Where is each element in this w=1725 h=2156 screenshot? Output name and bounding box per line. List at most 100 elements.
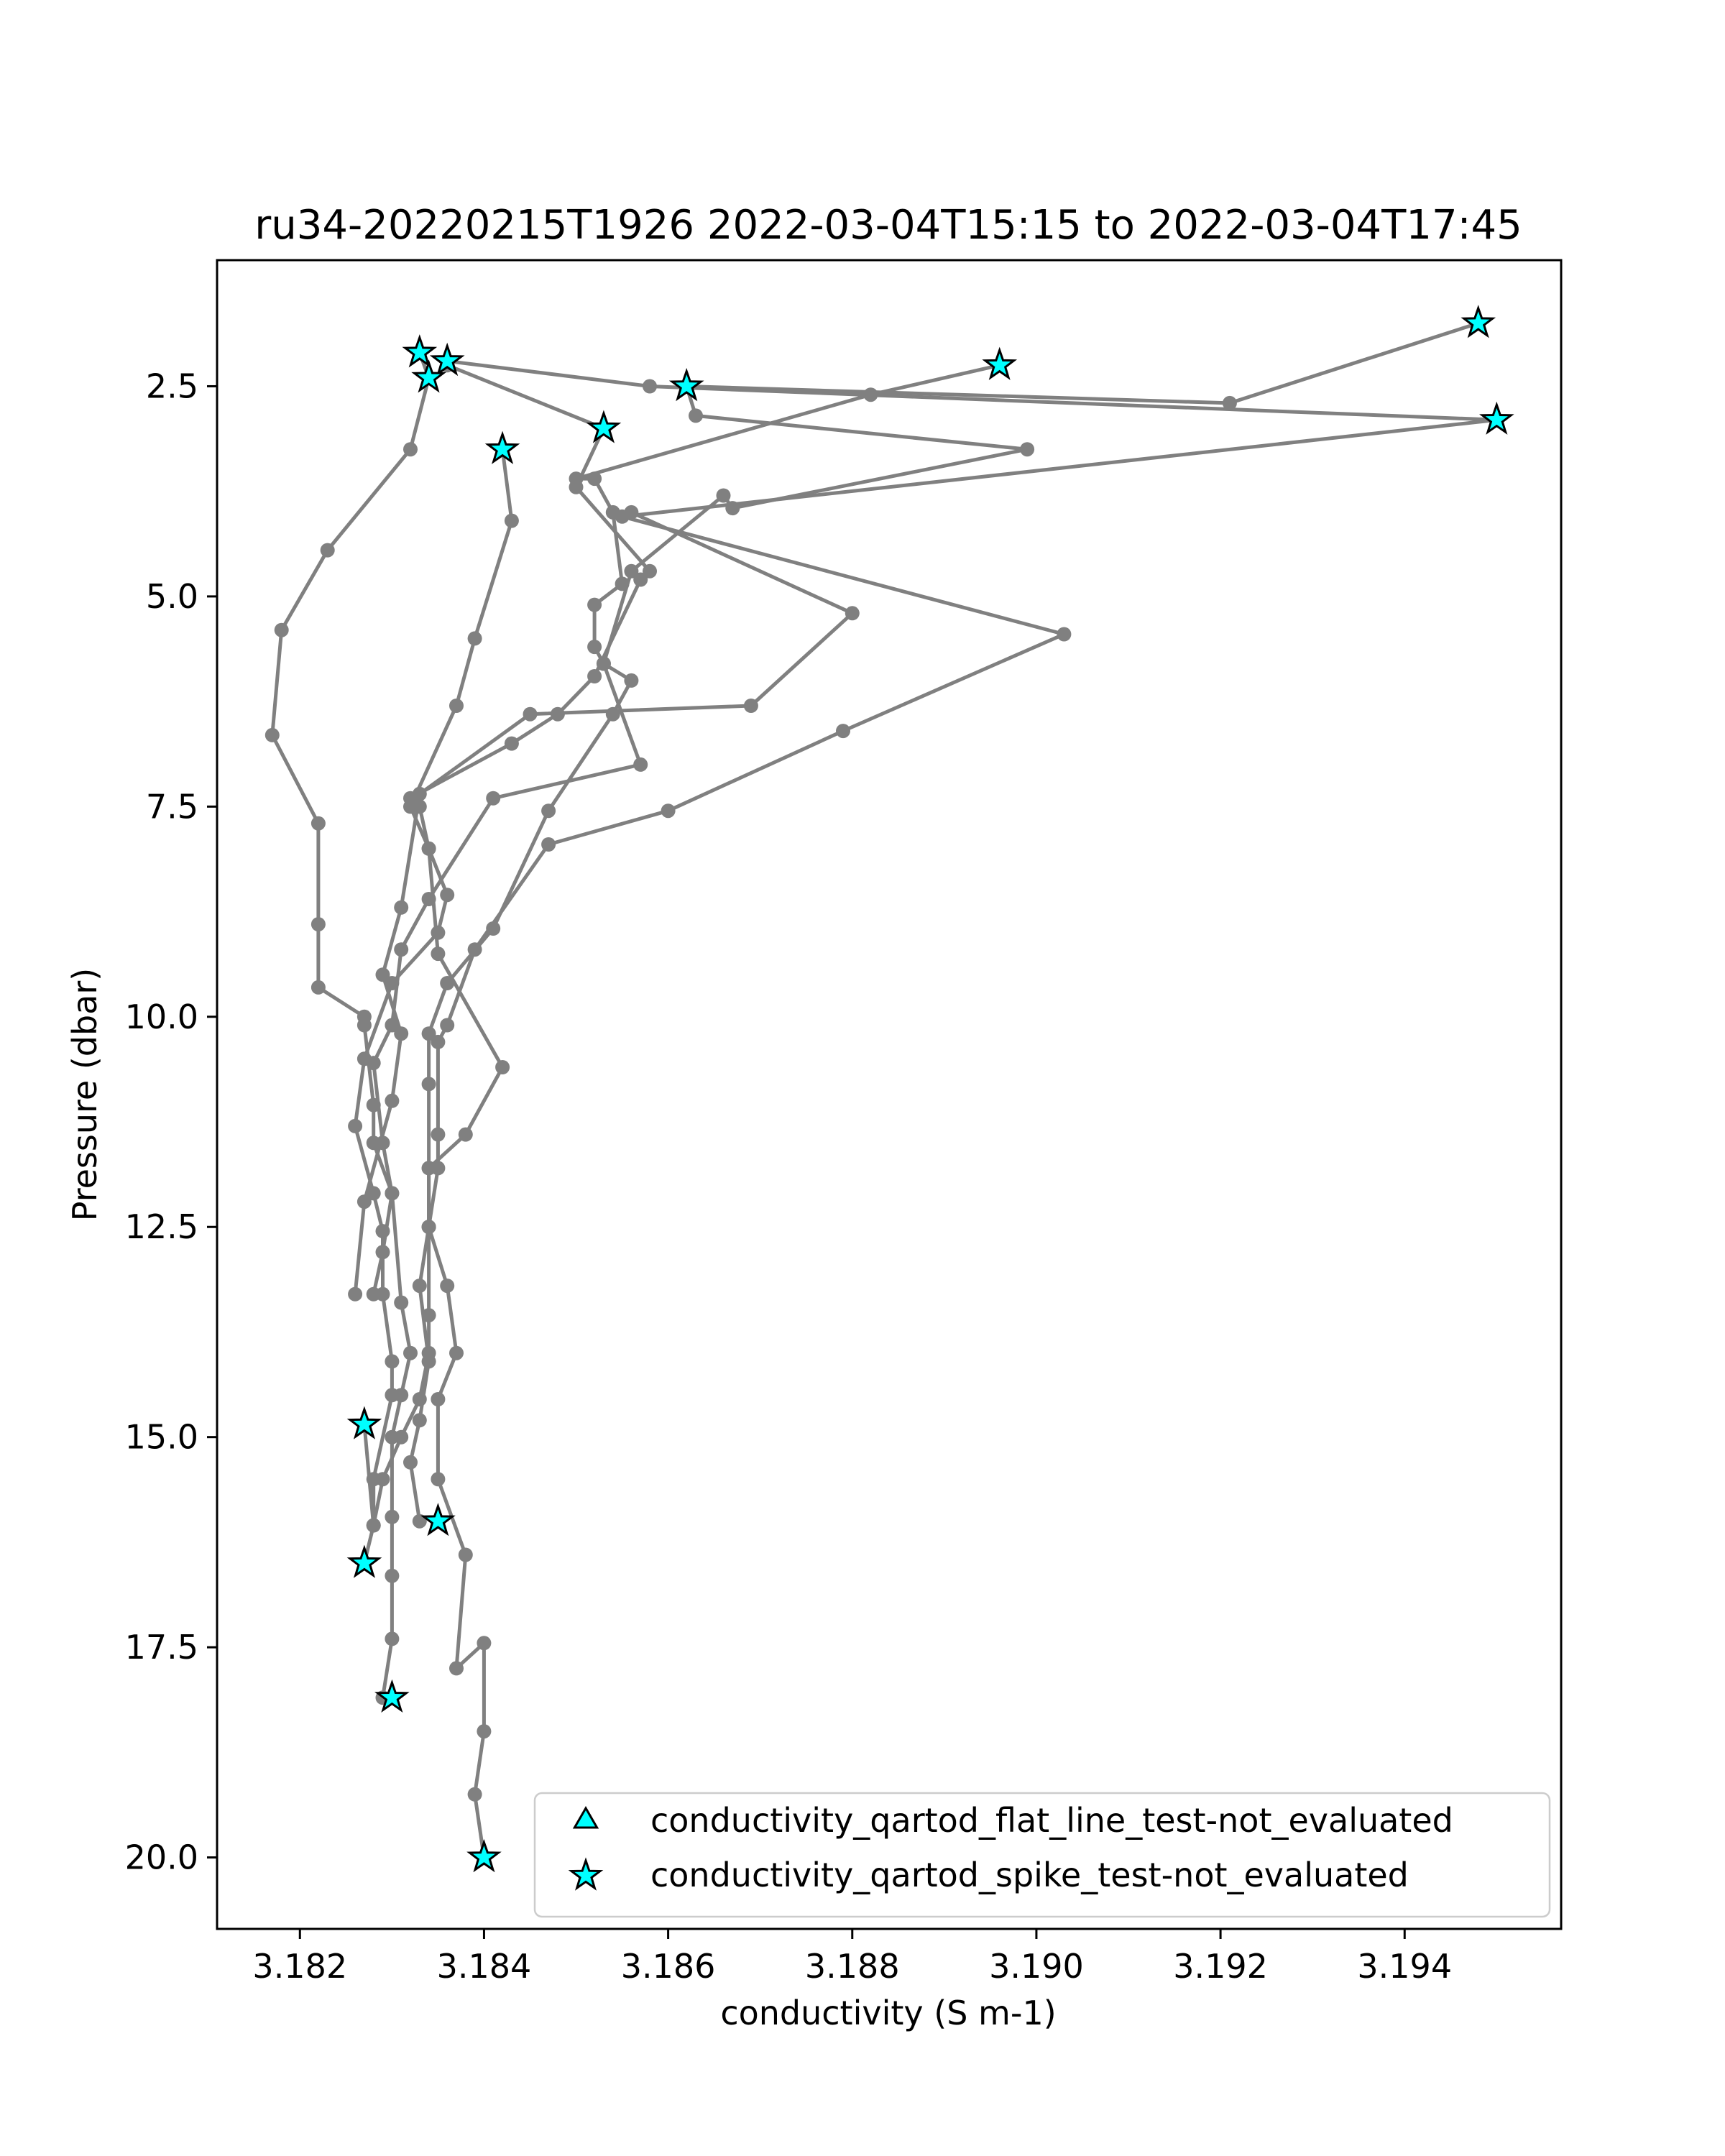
y-axis-label: Pressure (dbar) <box>65 968 104 1221</box>
profile-6-point-3 <box>394 1026 409 1041</box>
spike-flag-star-0 <box>402 334 438 368</box>
spike-flag-star-5 <box>668 367 704 402</box>
profile-5-point-8 <box>486 791 501 806</box>
profile-2-point-22 <box>569 471 584 487</box>
profile-4-point-7 <box>431 1127 446 1142</box>
profile-4-point-1 <box>403 1455 418 1470</box>
profile-5-point-10 <box>596 656 611 671</box>
legend-entry-spike: conductivity_qartod_spike_test-not_evalu… <box>568 1856 1409 1894</box>
profile-4-point-5 <box>421 1220 436 1235</box>
profile-1-point-12 <box>356 1009 372 1024</box>
profile-0-point-20 <box>587 669 602 683</box>
profile-0-point-4 <box>449 1661 464 1676</box>
profile-3-point-16 <box>467 631 482 646</box>
profile-3-point-12 <box>440 888 455 903</box>
profile-0-point-14 <box>431 946 446 962</box>
profile-3-point-17 <box>504 513 519 528</box>
profile-1-point-16 <box>264 727 280 742</box>
profile-4 <box>403 354 1504 1529</box>
profile-4-point-12 <box>661 803 676 819</box>
x-axis-label: conductivity (S m-1) <box>720 1994 1056 2032</box>
profile-3-point-3 <box>385 1388 400 1403</box>
profile-4-point-14 <box>1057 627 1072 642</box>
spike-flag-star-12 <box>374 1679 410 1713</box>
profile-1-point-13 <box>310 980 326 995</box>
profile-0-point-1 <box>467 1787 482 1802</box>
y-tick-label-2: 7.5 <box>146 787 198 826</box>
profile-2-point-15 <box>624 673 639 688</box>
legend-entry-flat-line: conductivity_qartod_flat_line_test-not_e… <box>572 1801 1453 1840</box>
profile-6-point-5 <box>394 900 409 915</box>
profile-2-point-17 <box>587 640 602 655</box>
profile-5-point-14 <box>1020 442 1035 457</box>
profile-0-line <box>408 363 652 1858</box>
spike-flag-star-7 <box>1460 305 1496 338</box>
spike-flag-star-2 <box>411 359 446 393</box>
profile-0-point-18 <box>504 736 519 751</box>
profile-2-point-11 <box>440 976 455 990</box>
profile-6-point-8 <box>743 699 758 713</box>
profile-5-point-6 <box>394 942 409 957</box>
profile-0-point-12 <box>458 1127 473 1142</box>
profile-4-point-4 <box>412 1279 427 1294</box>
profile-2-point-13 <box>541 803 556 819</box>
profile-4-point-17 <box>643 379 657 394</box>
profile-5-point-0 <box>366 1286 381 1302</box>
profile-5-point-2 <box>385 1186 400 1201</box>
profile-1-point-19 <box>403 442 418 457</box>
profile-0-point-5 <box>458 1547 473 1562</box>
profile-4-point-11 <box>541 837 556 852</box>
y-tick-label-4: 12.5 <box>125 1207 198 1246</box>
profile-1-point-1 <box>385 1631 400 1646</box>
profile-6-point-2 <box>385 1093 400 1108</box>
legend-label-flat-line: conductivity_qartod_flat_line_test-not_e… <box>650 1801 1453 1840</box>
spike-flag-star-3 <box>484 430 520 464</box>
spike-flag-star-6 <box>982 346 1018 380</box>
profile-0-point-8 <box>449 1345 464 1360</box>
profile-3-point-8 <box>348 1118 363 1133</box>
profile-1-point-17 <box>274 622 289 637</box>
spike-flag-star-11 <box>346 1544 382 1578</box>
profile-3-point-7 <box>366 1186 381 1201</box>
profile-3-point-2 <box>366 1472 381 1487</box>
profile-3-point-15 <box>449 699 464 713</box>
profile-3-point-11 <box>431 925 446 940</box>
legend-triangle-marker <box>572 1806 599 1829</box>
profile-1-point-14 <box>310 917 326 932</box>
profile-0-point-3 <box>477 1636 492 1651</box>
profile-5-point-7 <box>421 892 436 906</box>
profile-6-point-7 <box>523 706 538 722</box>
spike-flag-star-9 <box>346 1406 382 1439</box>
profile-2-point-9 <box>421 1077 436 1092</box>
spike-flag-star-13 <box>466 1839 502 1873</box>
legend-star-marker <box>568 1857 604 1891</box>
profile-4-point-0 <box>412 1514 427 1529</box>
profile-5-point-12 <box>716 488 731 503</box>
profile-5-point-1 <box>375 1245 390 1260</box>
profile-2-point-21 <box>587 471 602 487</box>
profile-0-point-13 <box>495 1060 510 1074</box>
profile-1-point-6 <box>403 1345 418 1360</box>
x-axis: 3.182 3.184 3.186 3.188 3.190 3.192 3.194 <box>252 1929 1452 1986</box>
profile-5-point-17 <box>1222 395 1237 410</box>
profile-3 <box>348 442 519 1533</box>
profile-6-point-0 <box>348 1286 363 1302</box>
profile-2-point-3 <box>394 1429 409 1445</box>
profile-0-point-9 <box>440 1279 455 1294</box>
profile-4-point-9 <box>440 1018 455 1033</box>
spike-flag-star-8 <box>1479 401 1514 435</box>
x-tick-label-2: 3.186 <box>621 1947 716 1986</box>
profile-4-point-13 <box>836 724 850 739</box>
profile-6-point-6 <box>412 786 427 801</box>
y-axis: 2.5 5.0 7.5 10.0 12.5 15.0 17.5 20.0 <box>125 367 217 1877</box>
profile-2-point-12 <box>486 921 501 936</box>
legend-triangle-shape <box>572 1806 599 1829</box>
profile-4-point-2 <box>412 1413 427 1428</box>
profile-5-point-4 <box>366 1056 381 1071</box>
profile-4-point-10 <box>467 942 482 957</box>
profile-1-point-3 <box>385 1509 400 1524</box>
y-tick-label-7: 20.0 <box>125 1838 198 1877</box>
x-tick-label-3: 3.188 <box>805 1947 900 1986</box>
spike-flag-star-4 <box>586 410 622 443</box>
